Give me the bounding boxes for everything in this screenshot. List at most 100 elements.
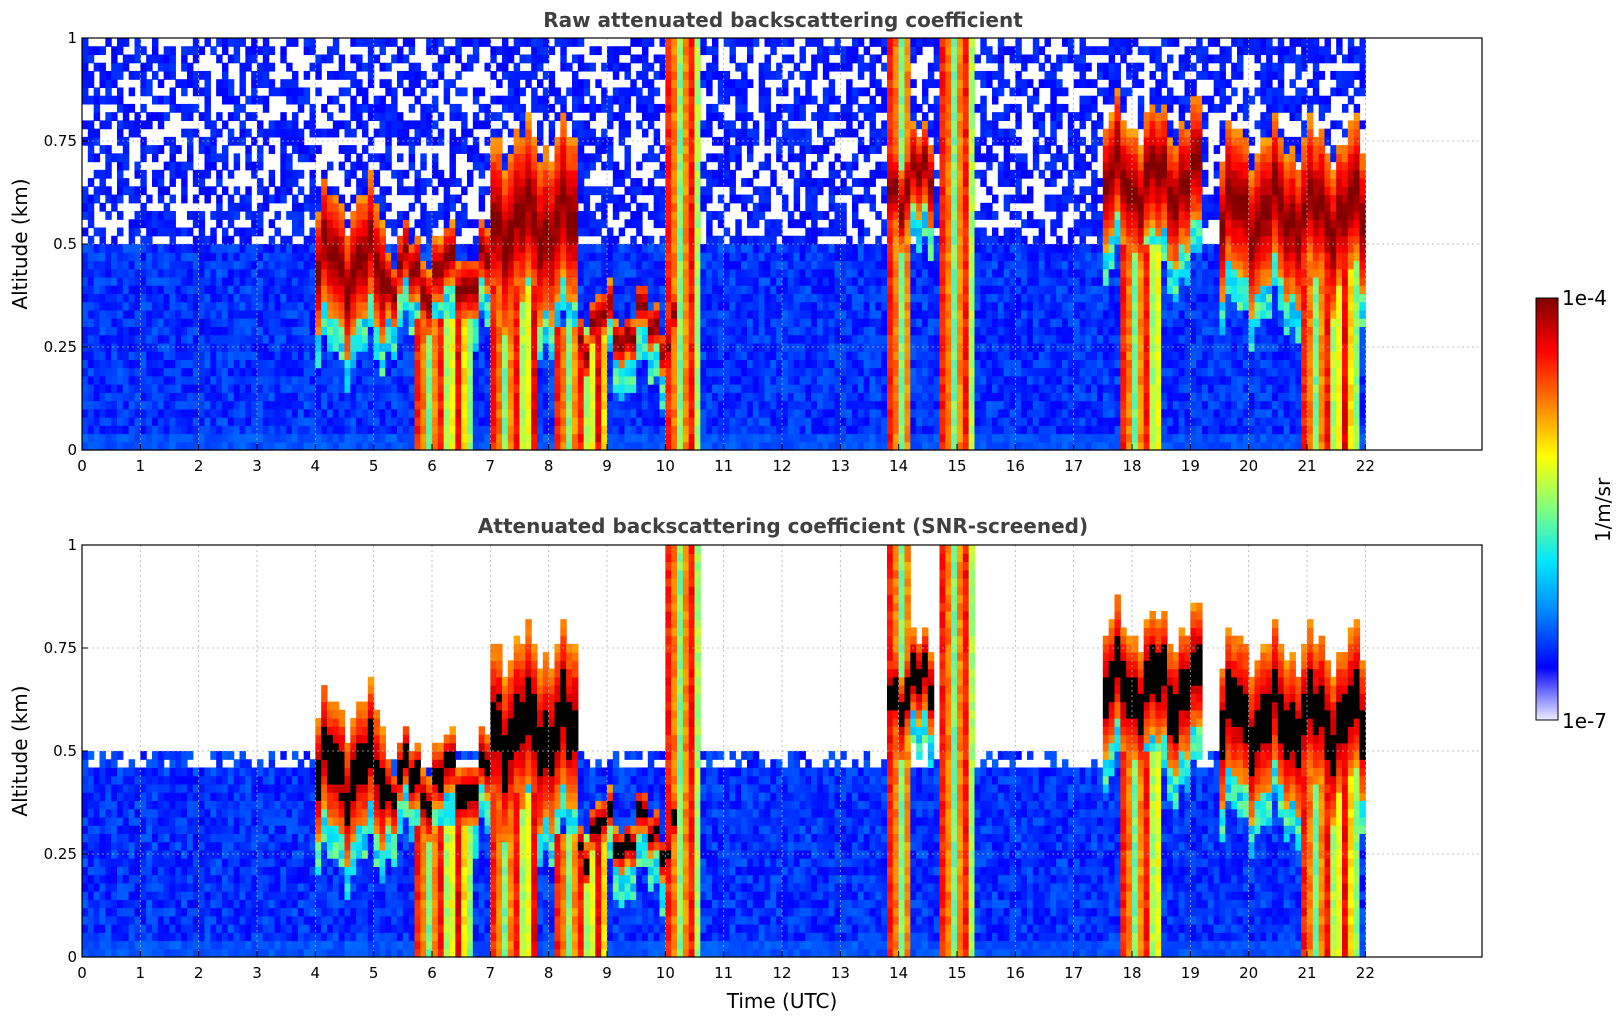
heatmap-cell (82, 384, 89, 393)
heatmap-cell (618, 400, 626, 410)
heatmap-cell (706, 318, 713, 327)
heatmap-cell (140, 268, 147, 278)
heatmap-cell (548, 235, 556, 245)
heatmap-cell (128, 318, 136, 327)
heatmap-cell (496, 202, 503, 212)
heatmap-cell (385, 285, 392, 295)
heatmap-cell (706, 351, 713, 360)
heatmap-cell (233, 384, 241, 393)
heatmap-cell (367, 227, 375, 237)
heatmap-cell (385, 276, 392, 286)
heatmap-cell (583, 433, 591, 443)
heatmap-cell (233, 136, 241, 146)
heatmap-cell (531, 169, 538, 179)
heatmap-cell (397, 211, 404, 220)
heatmap-cell (478, 169, 486, 179)
heatmap-cell (496, 384, 503, 393)
heatmap-cell (782, 417, 789, 426)
heatmap-cell (233, 309, 241, 319)
heatmap-cell (519, 128, 526, 138)
heatmap-cell (397, 112, 404, 121)
heatmap-cell (589, 309, 596, 319)
heatmap-cell (630, 309, 637, 319)
heatmap-cell (513, 309, 521, 319)
heatmap-cell (455, 112, 462, 121)
heatmap-cell (408, 342, 416, 352)
heatmap-cell (537, 293, 544, 303)
heatmap-cell (303, 235, 311, 245)
heatmap-cell (461, 211, 468, 220)
heatmap-cell (554, 441, 561, 451)
heatmap-cell (198, 136, 206, 146)
heatmap-cell (373, 400, 381, 410)
heatmap-cell (700, 417, 707, 426)
heatmap-cell (373, 268, 381, 278)
heatmap-cell (735, 252, 742, 262)
heatmap-cell (577, 252, 585, 262)
heatmap-cell (327, 202, 334, 212)
heatmap-cell (467, 301, 474, 311)
heatmap-cell (134, 38, 141, 47)
heatmap-cell (484, 309, 491, 319)
heatmap-cell (111, 318, 118, 327)
heatmap-cell (472, 400, 480, 410)
heatmap-cell (181, 54, 188, 64)
heatmap-cell (636, 293, 643, 303)
heatmap-cell (309, 103, 316, 113)
heatmap-cell (513, 268, 521, 278)
heatmap-cell (362, 276, 369, 286)
heatmap-cell (443, 318, 451, 327)
heatmap-cell (181, 433, 188, 443)
heatmap-cell (455, 359, 462, 369)
heatmap-cell (356, 425, 363, 435)
heatmap-cell (397, 268, 404, 278)
heatmap-cell (391, 408, 398, 418)
heatmap-cell (303, 441, 311, 451)
heatmap-cell (274, 244, 281, 253)
heatmap-cell (548, 425, 556, 435)
heatmap-cell (630, 293, 637, 303)
heatmap-cell (531, 211, 538, 220)
heatmap-cell (332, 400, 340, 410)
heatmap-cell (805, 375, 812, 385)
heatmap-cell (245, 400, 252, 410)
heatmap-cell (589, 252, 596, 262)
heatmap-cell (105, 293, 112, 303)
heatmap-cell (169, 417, 176, 426)
heatmap-cell (688, 235, 696, 245)
heatmap-cell (688, 301, 696, 311)
heatmap-cell (484, 359, 491, 369)
heatmap-cell (379, 417, 386, 426)
heatmap-cell (198, 244, 206, 253)
heatmap-cell (297, 359, 305, 369)
heatmap-cell (303, 433, 311, 443)
heatmap-cell (706, 235, 713, 245)
heatmap-cell (204, 441, 211, 451)
heatmap-cell (152, 417, 159, 426)
heatmap-cell (391, 169, 398, 179)
heatmap-cell (222, 342, 229, 352)
heatmap-cell (175, 351, 182, 360)
heatmap-cell (531, 161, 538, 171)
heatmap-cell (712, 153, 719, 163)
heatmap-cell (449, 79, 456, 89)
heatmap-cell (297, 227, 305, 237)
heatmap-cell (461, 392, 468, 402)
heatmap-cell (519, 417, 526, 426)
heatmap-cell (257, 351, 264, 360)
heatmap-cell (233, 244, 241, 253)
heatmap-cell (181, 425, 188, 435)
heatmap-cell (647, 79, 655, 89)
heatmap-cell (665, 186, 672, 196)
heatmap-cell (677, 433, 684, 443)
heatmap-cell (414, 301, 421, 311)
heatmap-cell (251, 87, 258, 97)
heatmap-cell (251, 276, 258, 286)
heatmap-cell (432, 293, 439, 303)
heatmap-cell (642, 112, 649, 121)
heatmap-cell (414, 334, 421, 344)
heatmap-cell (618, 301, 626, 311)
heatmap-cell (572, 178, 579, 187)
heatmap-cell (572, 342, 579, 352)
heatmap-cell (187, 301, 194, 311)
